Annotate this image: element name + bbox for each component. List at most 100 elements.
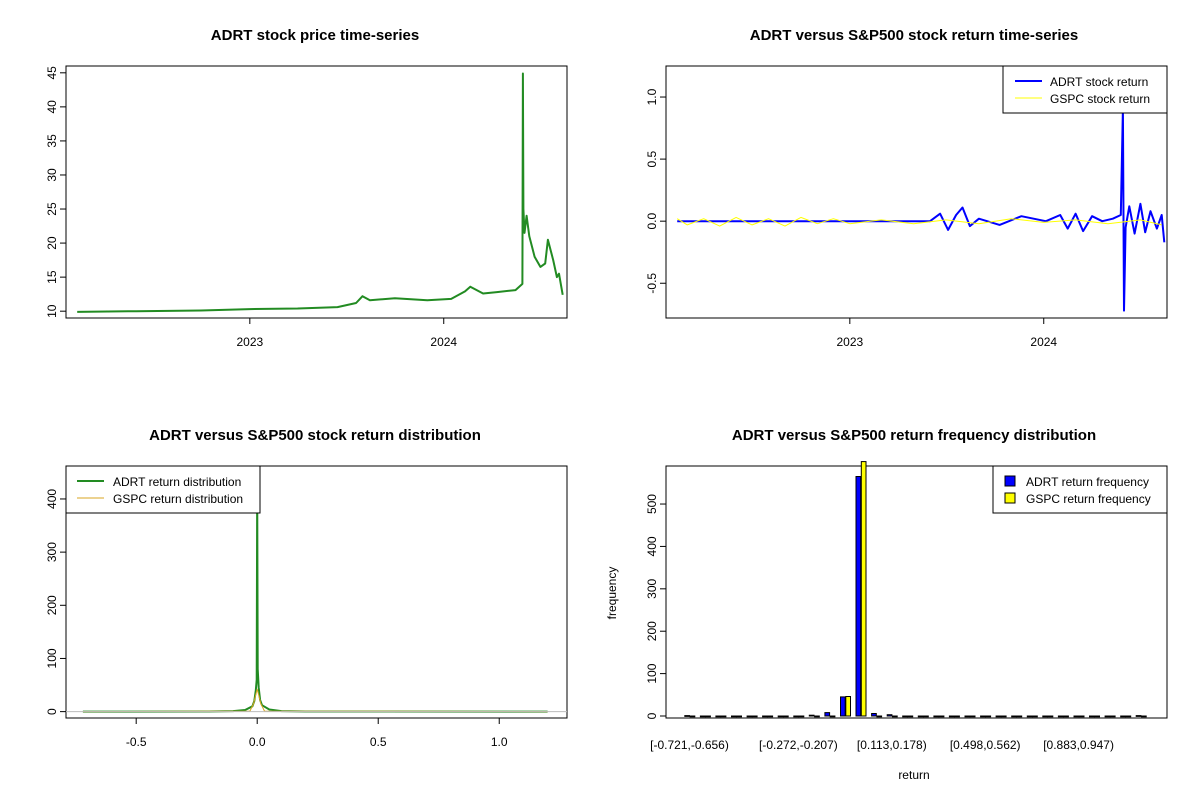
return-series xyxy=(676,108,1166,312)
frequency-legend: ADRT return frequency GSPC return freque… xyxy=(992,465,1168,514)
y-tick-label: 25 xyxy=(45,202,59,216)
legend-label-adrt-distribution: ADRT return distribution xyxy=(113,475,241,489)
adrt-frequency-bar xyxy=(980,715,986,718)
adrt-frequency-bar xyxy=(746,715,753,718)
frequency-bars xyxy=(684,461,1147,718)
x-tick-label: 2024 xyxy=(430,335,457,349)
legend-label-gspc-return: GSPC stock return xyxy=(1050,92,1150,106)
adrt-frequency-bar xyxy=(731,715,737,718)
gspc-frequency-bar xyxy=(783,715,789,718)
return-x-axis: 2023 2024 xyxy=(836,317,1057,349)
x-tick-label: 0.0 xyxy=(249,735,266,749)
gspc-frequency-bar xyxy=(860,461,867,717)
adrt-frequency-bar xyxy=(1073,715,1080,718)
x-tick-label: [-0.272,-0.207) xyxy=(759,738,838,752)
gspc-frequency-bar xyxy=(892,715,898,718)
price-series xyxy=(77,72,564,313)
adrt-frequency-bar xyxy=(684,715,690,717)
y-tick-label: 1.0 xyxy=(645,88,659,105)
y-tick-label: 40 xyxy=(45,100,59,114)
gspc-frequency-bar xyxy=(720,715,727,718)
y-tick-label: 45 xyxy=(45,66,59,80)
adrt-frequency-bar xyxy=(995,715,1002,718)
adrt-frequency-bar xyxy=(886,714,893,717)
frequency-x-axis: [-0.721,-0.656) [-0.272,-0.207) [0.113,0.1… xyxy=(650,738,1114,752)
adrt-frequency-bar xyxy=(933,715,940,718)
adrt-frequency-bar xyxy=(871,713,877,717)
distribution-x-axis: -0.5 0.0 0.5 1.0 xyxy=(126,717,508,749)
y-tick-label: 200 xyxy=(45,595,59,615)
y-tick-label: 0.0 xyxy=(645,213,659,230)
adrt-frequency-bar xyxy=(762,715,768,718)
gspc-frequency-bar xyxy=(829,715,836,718)
adrt-frequency-bar xyxy=(1057,715,1064,718)
gspc-frequency-bar xyxy=(798,715,805,718)
legend-swatch-gspc-frequency xyxy=(1004,492,1016,504)
y-tick-label: 100 xyxy=(45,648,59,668)
gspc-frequency-bar xyxy=(1109,715,1116,718)
adrt-frequency-bar xyxy=(840,696,846,717)
frequency-y-axis: 0 100 200 300 400 500 xyxy=(645,494,667,719)
adrt-return-line xyxy=(677,108,1166,312)
price-y-axis: 10 15 20 25 30 35 40 45 xyxy=(45,66,67,318)
y-tick-label: 0 xyxy=(45,708,59,715)
return-timeseries-panel: ADRT versus S&P500 stock return time-ser… xyxy=(645,27,1168,349)
adrt-frequency-bar xyxy=(1042,715,1049,718)
gspc-frequency-bar xyxy=(751,715,758,718)
x-tick-label: 0.5 xyxy=(370,735,387,749)
y-tick-label: 300 xyxy=(645,578,659,598)
adrt-density-line xyxy=(82,487,548,713)
adrt-frequency-bar xyxy=(917,715,924,718)
adrt-frequency-bar xyxy=(824,712,831,717)
return-y-axis: -0.5 0.0 0.5 1.0 xyxy=(645,88,667,294)
gspc-frequency-bar xyxy=(1078,715,1085,718)
adrt-frequency-bar xyxy=(699,715,706,718)
price-x-axis: 2023 2024 xyxy=(236,317,457,349)
y-tick-label: 20 xyxy=(45,236,59,250)
y-tick-label: 300 xyxy=(45,542,59,562)
frequency-y-label: frequency xyxy=(605,567,619,620)
return-legend: ADRT stock return GSPC stock return xyxy=(1002,65,1168,114)
price-chart-title: ADRT stock price time-series xyxy=(211,27,419,44)
gspc-frequency-bar xyxy=(705,715,711,718)
y-tick-label: 400 xyxy=(645,536,659,556)
gspc-frequency-bar xyxy=(1063,715,1069,718)
price-line xyxy=(77,72,564,313)
gspc-frequency-bar xyxy=(1141,715,1147,718)
x-tick-label: 2023 xyxy=(236,335,263,349)
adrt-frequency-bar xyxy=(948,715,955,718)
legend-label-adrt-frequency: ADRT return frequency xyxy=(1026,475,1149,489)
gspc-frequency-bar xyxy=(1000,715,1007,718)
adrt-frequency-bar xyxy=(1011,715,1017,718)
return-chart-title: ADRT versus S&P500 stock return time-ser… xyxy=(750,27,1078,44)
distribution-y-axis: 0 100 200 300 400 xyxy=(45,489,67,715)
return-distribution-panel: ADRT versus S&P500 stock return distribu… xyxy=(45,427,568,749)
adrt-frequency-bar xyxy=(793,715,799,718)
gspc-frequency-bar xyxy=(907,715,914,718)
legend-label-adrt-return: ADRT stock return xyxy=(1050,75,1148,89)
y-tick-label: 30 xyxy=(45,168,59,182)
y-tick-label: -0.5 xyxy=(645,273,659,294)
x-tick-label: 1.0 xyxy=(491,735,508,749)
y-tick-label: 400 xyxy=(45,489,59,509)
y-tick-label: 0.5 xyxy=(645,150,659,167)
gspc-frequency-bar xyxy=(1016,715,1023,718)
x-tick-label: 2024 xyxy=(1030,335,1057,349)
frequency-distribution-panel: ADRT versus S&P500 return frequency dist… xyxy=(605,427,1168,782)
distribution-chart-title: ADRT versus S&P500 stock return distribu… xyxy=(149,427,481,444)
gspc-frequency-bar xyxy=(1032,715,1038,718)
distribution-legend: ADRT return distribution GSPC return dis… xyxy=(65,465,261,514)
adrt-frequency-bar xyxy=(1135,715,1142,717)
adrt-frequency-bar xyxy=(964,715,971,718)
adrt-frequency-bar xyxy=(808,714,815,717)
legend-label-gspc-frequency: GSPC return frequency xyxy=(1026,492,1151,506)
gspc-frequency-bar xyxy=(876,715,883,718)
adrt-frequency-bar xyxy=(777,715,784,718)
legend-swatch-adrt-frequency xyxy=(1004,475,1016,487)
distribution-legend-box xyxy=(65,465,261,514)
x-tick-label: [-0.721,-0.656) xyxy=(650,738,729,752)
adrt-frequency-bar xyxy=(1120,715,1126,718)
adrt-frequency-bar xyxy=(1026,715,1033,718)
gspc-frequency-bar xyxy=(954,715,960,718)
adrt-frequency-bar xyxy=(1089,715,1095,718)
